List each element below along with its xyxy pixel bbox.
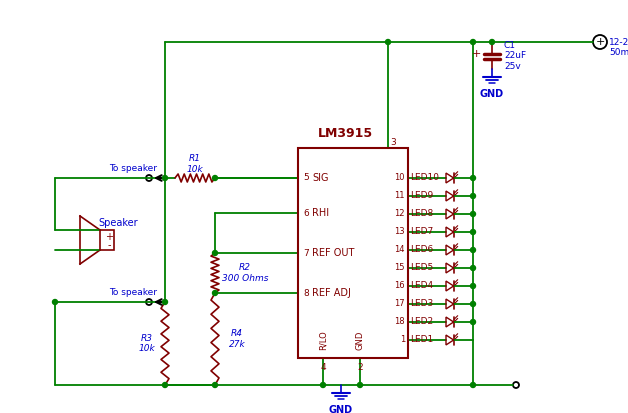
Text: 13: 13	[394, 228, 405, 237]
Circle shape	[470, 211, 475, 216]
Text: LM3915: LM3915	[317, 127, 372, 140]
Text: GND: GND	[329, 405, 353, 413]
Text: 15: 15	[394, 263, 405, 273]
Text: Speaker: Speaker	[98, 218, 138, 228]
Text: 14: 14	[394, 245, 405, 254]
Text: 12-20v
50mA: 12-20v 50mA	[609, 38, 628, 57]
Bar	[298, 148, 408, 358]
Text: LED6: LED6	[410, 245, 433, 254]
Text: LED10: LED10	[410, 173, 439, 183]
Text: REF OUT: REF OUT	[312, 248, 354, 258]
Text: RHI: RHI	[312, 208, 329, 218]
Circle shape	[163, 176, 168, 180]
Circle shape	[386, 40, 391, 45]
Text: LED8: LED8	[410, 209, 433, 218]
Text: R3
10k: R3 10k	[139, 334, 155, 353]
Text: R1
10k: R1 10k	[187, 154, 203, 174]
Circle shape	[470, 283, 475, 289]
Text: 7: 7	[303, 249, 309, 257]
Circle shape	[357, 382, 362, 387]
Circle shape	[163, 299, 168, 304]
Circle shape	[320, 382, 325, 387]
Text: LED1: LED1	[410, 335, 433, 344]
Circle shape	[212, 251, 217, 256]
Text: R4
27k: R4 27k	[229, 329, 246, 349]
Circle shape	[470, 194, 475, 199]
Text: R2
300 Ohms: R2 300 Ohms	[222, 263, 268, 283]
Text: R/LO: R/LO	[318, 330, 327, 350]
Circle shape	[212, 290, 217, 295]
Circle shape	[470, 230, 475, 235]
Text: SIG: SIG	[312, 173, 328, 183]
Circle shape	[470, 266, 475, 271]
Text: -: -	[107, 240, 111, 250]
Circle shape	[470, 247, 475, 252]
Text: 5: 5	[303, 173, 309, 183]
Text: 2: 2	[357, 363, 363, 372]
Text: LED7: LED7	[410, 228, 433, 237]
Circle shape	[470, 382, 475, 387]
Text: 12: 12	[394, 209, 405, 218]
Text: LED2: LED2	[410, 318, 433, 327]
Text: REF ADJ: REF ADJ	[312, 288, 351, 298]
Text: To speaker: To speaker	[109, 288, 157, 297]
Text: +: +	[105, 232, 113, 242]
Circle shape	[489, 40, 494, 45]
Circle shape	[163, 382, 168, 387]
Text: 4: 4	[320, 363, 326, 372]
Text: GND: GND	[355, 331, 364, 350]
Text: +: +	[472, 49, 481, 59]
Text: LED5: LED5	[410, 263, 433, 273]
Bar	[100, 230, 114, 250]
Text: GND: GND	[480, 89, 504, 99]
Circle shape	[212, 176, 217, 180]
Text: LED3: LED3	[410, 299, 433, 309]
Circle shape	[212, 382, 217, 387]
Circle shape	[53, 299, 58, 304]
Text: C1
22uF
25v: C1 22uF 25v	[504, 41, 526, 71]
Circle shape	[470, 176, 475, 180]
Text: 18: 18	[394, 318, 405, 327]
Text: 10: 10	[394, 173, 405, 183]
Text: 8: 8	[303, 289, 309, 297]
Text: 16: 16	[394, 282, 405, 290]
Text: 17: 17	[394, 299, 405, 309]
Text: 1: 1	[400, 335, 405, 344]
Text: LED9: LED9	[410, 192, 433, 200]
Circle shape	[470, 320, 475, 325]
Circle shape	[470, 301, 475, 306]
Text: 3: 3	[390, 138, 396, 147]
Text: LED4: LED4	[410, 282, 433, 290]
Text: 6: 6	[303, 209, 309, 218]
Text: To speaker: To speaker	[109, 164, 157, 173]
Text: 11: 11	[394, 192, 405, 200]
Text: +: +	[595, 37, 605, 47]
Circle shape	[470, 40, 475, 45]
